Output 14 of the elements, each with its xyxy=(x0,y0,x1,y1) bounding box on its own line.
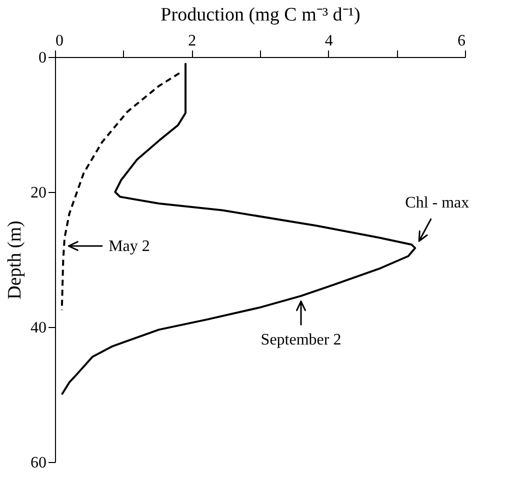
y-tick-label: 20 xyxy=(30,184,46,202)
y-tick-label: 0 xyxy=(38,50,46,66)
line-series xyxy=(60,72,180,312)
y-tick-label: 60 xyxy=(30,454,46,472)
annotation: September 2 xyxy=(260,331,342,348)
y-tick-label: 40 xyxy=(30,320,46,336)
x-tick-label: 4 xyxy=(324,32,333,50)
y-axis-title: Depth (m) xyxy=(4,220,26,300)
x-tick-label: 0 xyxy=(56,32,64,50)
annotation: May 2 xyxy=(108,238,150,255)
x-tick-label: 6 xyxy=(458,32,466,50)
x-tick-label: 2 xyxy=(188,32,196,50)
x-axis-title: Production (mg C m⁻³ d⁻¹) xyxy=(160,4,360,26)
annotation: Chl - max xyxy=(405,194,470,212)
